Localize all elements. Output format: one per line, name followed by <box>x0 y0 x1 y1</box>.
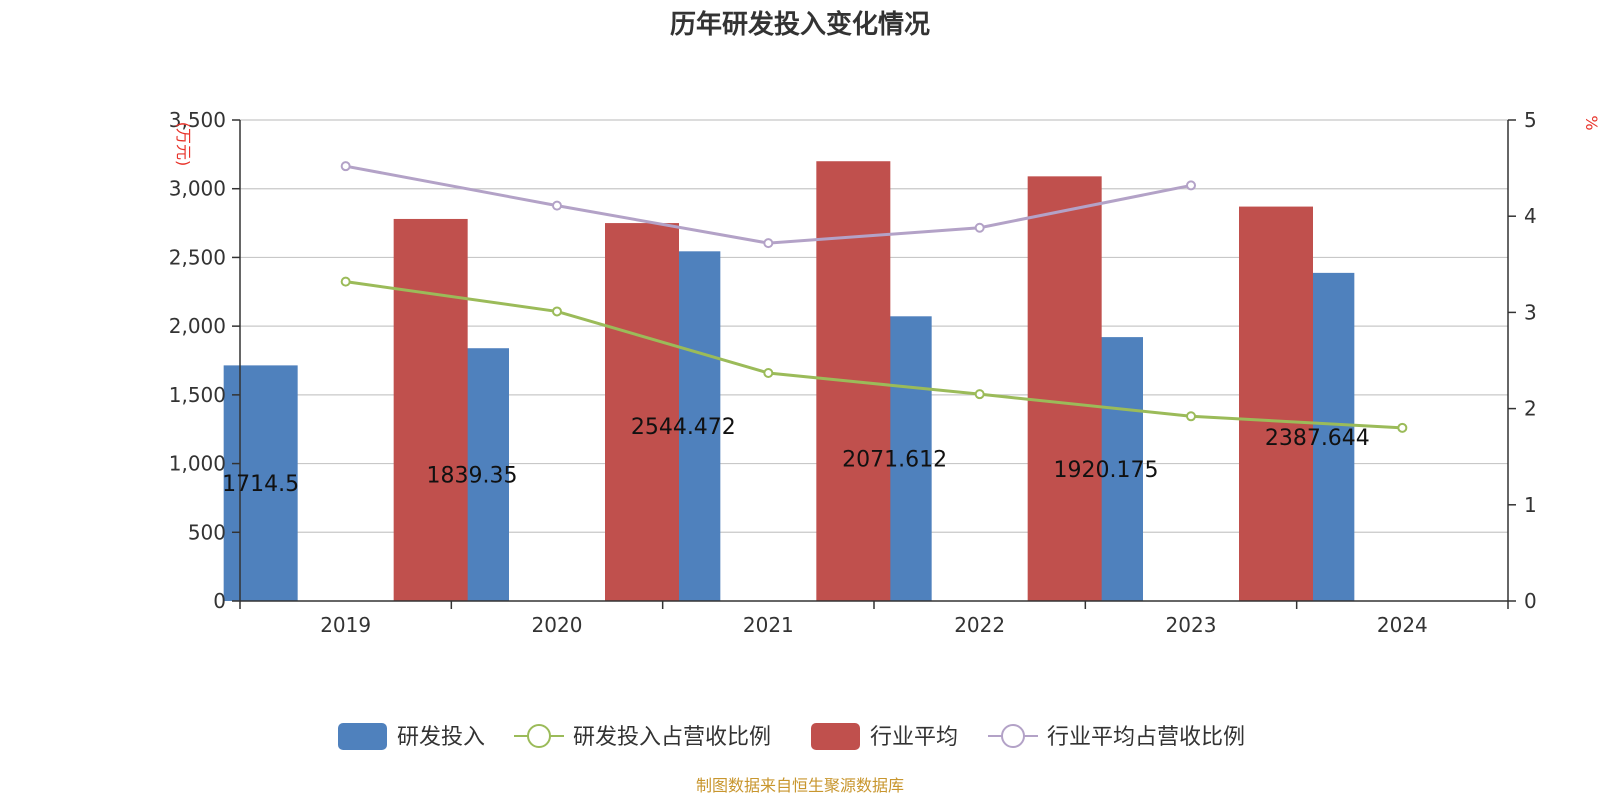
line-point <box>1397 422 1408 433</box>
right-tick-label: 3 <box>1524 300 1537 324</box>
line-point <box>974 389 985 400</box>
line-point <box>552 200 562 211</box>
line-point <box>552 306 562 317</box>
legend-label: 行业平均占营收比例 <box>1047 725 1245 750</box>
left-tick-label: 2,500 <box>169 245 226 269</box>
legend-swatch <box>811 723 860 750</box>
left-tick-label: 1,000 <box>169 452 226 476</box>
legend-label: 研发投入 <box>397 725 485 750</box>
line-point <box>340 161 351 172</box>
bar-data-label: 2387.644 <box>1265 426 1370 451</box>
left-tick-label: 3,000 <box>169 177 226 201</box>
left-axis-unit: (万元) <box>174 122 193 167</box>
axes: 0 500 1,000 1,500 2,000 2,500 3,000 3,500 0 1 2 3 4 5… <box>169 108 1537 637</box>
x-tick-label: 2024 <box>1377 613 1428 637</box>
bars <box>223 161 1355 602</box>
left-tick-label: 500 <box>188 520 226 544</box>
left-tick-label: 3,500 <box>169 108 226 132</box>
right-tick-label: 2 <box>1524 397 1537 421</box>
left-tick-label: 1,500 <box>169 383 226 407</box>
right-tick-label: 0 <box>1524 589 1537 613</box>
bar <box>393 218 468 601</box>
left-tick-label: 2,000 <box>169 314 226 338</box>
legend-marker <box>1001 724 1025 748</box>
bar-data-label: 1839.35 <box>427 464 518 489</box>
line-point <box>1186 180 1196 191</box>
source-note: 制图数据来自恒生聚源数据库 <box>696 776 904 795</box>
x-tick-label: 2020 <box>532 613 583 637</box>
bar <box>223 365 298 601</box>
chart-title: 历年研发投入变化情况 <box>670 9 930 40</box>
lines <box>340 161 1408 433</box>
bar-data-label: 2544.472 <box>631 415 736 440</box>
x-tick-label: 2019 <box>320 613 371 637</box>
line-point <box>763 368 774 379</box>
x-tick-label: 2022 <box>954 613 1005 637</box>
legend-label: 研发投入占营收比例 <box>573 725 771 750</box>
series-line <box>345 280 1403 430</box>
legend-marker <box>527 724 551 748</box>
line-point <box>340 276 351 287</box>
bar-data-label: 2071.612 <box>842 448 947 473</box>
x-tick-label: 2023 <box>1166 613 1217 637</box>
right-tick-label: 5 <box>1524 108 1537 132</box>
line-point <box>974 222 985 233</box>
right-tick-label: 1 <box>1524 493 1537 517</box>
line-point <box>763 238 774 249</box>
right-tick-label: 4 <box>1524 204 1537 228</box>
right-axis-unit: % <box>1582 115 1600 130</box>
bar-data-label: 1714.5 <box>222 472 299 497</box>
bar <box>1027 176 1102 602</box>
line-point <box>1186 411 1196 422</box>
legend-label: 行业平均 <box>870 725 958 750</box>
bar <box>605 223 679 602</box>
bar-data-label: 1920.175 <box>1054 458 1159 483</box>
x-tick-label: 2021 <box>743 613 794 637</box>
data-labels: 1714.5 1839.35 2544.472 2071.612 1920.175 238… <box>222 415 1370 497</box>
legend: 研发投入 研发投入占营收比例 行业平均 行业平均占营收比例 <box>338 723 1245 750</box>
legend-swatch <box>338 723 387 750</box>
left-tick-label: 0 <box>213 589 226 613</box>
bar <box>1239 206 1313 601</box>
